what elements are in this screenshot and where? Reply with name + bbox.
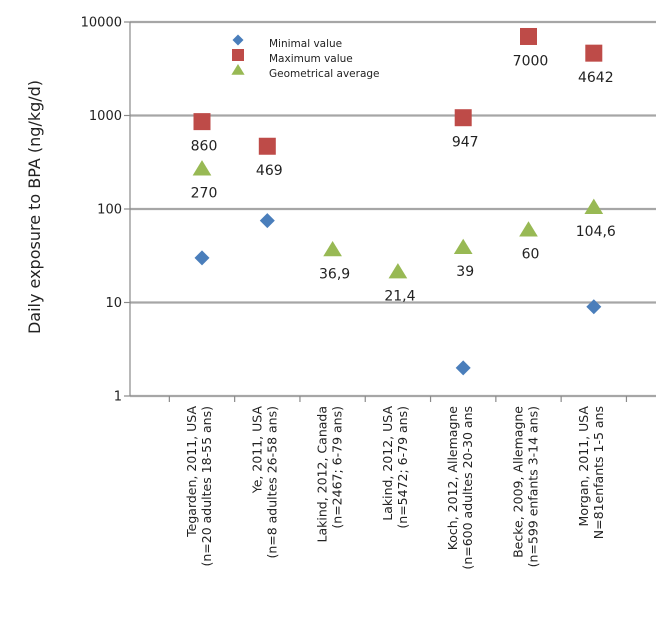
y-tick-label: 1000 [89,109,122,124]
maximum-value-data-label: 469 [256,163,283,179]
category-label: Lakind, 2012, USA (n=5472; 6-79 ans) [380,406,410,529]
geometrical-average-data-label: 36,9 [319,266,350,282]
minimal-value-point [259,213,275,229]
y-axis-title: Daily exposure to BPA (ng/kg/d) [25,80,44,334]
maximum-value-data-label: 4642 [578,70,614,86]
minimal-value-legend-icon [232,34,244,46]
data-points: 860 469 947 7000 4642 270 36,9 21,4 39 60 104,6 [191,27,616,376]
category-label-line: Tegarden, 2011, USA [184,406,199,538]
category-label: Koch, 2012, Allemagne (n=600 adultes 20-3… [445,406,475,570]
category-labels: Tegarden, 2011, USA (n=20 adultes 18-55 a… [184,406,606,570]
minimal-value-point [586,299,602,315]
maximum-value-point [585,44,603,62]
category-label-line: Lakind, 2012, USA [380,406,395,521]
maximum-value-data-label: 860 [191,139,218,155]
maximum-value-data-label: 947 [452,135,479,151]
geometrical-average-point [388,263,408,279]
maximum-value-point [520,27,537,45]
minimal-value-legend-label: Minimal value [269,38,342,50]
geometrical-average-legend-label: Geometrical average [269,68,380,80]
geometrical-average-point [453,238,473,255]
y-tick-label: 1 [114,390,122,405]
y-tick-label: 10000 [81,16,122,31]
y-axis-ticks: 1 10 100 1000 10000 [81,16,130,405]
category-label: Morgan, 2011, USA N=81enfants 1-5 ans [576,406,606,540]
category-label: Lakind, 2012, Canada (n=2467; 6-79 ans) [315,406,345,542]
geometrical-average-data-label: 270 [191,186,218,202]
category-label-line: Becke, 2009, Allemagne [511,406,526,558]
maximum-value-point [258,137,276,155]
geometrical-average-point [192,160,212,176]
maximum-value-legend-label: Maximum value [269,53,353,65]
maximum-value-point [454,109,472,127]
geometrical-average-point [323,240,342,257]
geometrical-average-legend-icon [231,64,245,75]
category-label-line: (n=2467; 6-79 ans) [330,406,345,529]
category-label-line: (n=600 adultes 20-30 ans [460,406,475,570]
geometrical-average-data-label: 39 [456,264,474,280]
category-label-line: (n=5472; 6-79 ans) [395,406,410,529]
y-tick-label: 100 [97,203,122,218]
minimal-value-point [455,360,471,376]
y-tick-label: 10 [105,296,122,311]
geometrical-average-data-label: 21,4 [384,289,415,305]
category-label-line: Ye, 2011, USA [249,406,264,495]
category-label-line: Koch, 2012, Allemagne [445,406,460,551]
category-label-line: (n=8 adultes 26-58 ans) [264,406,279,559]
x-axis [129,22,628,402]
maximum-value-point [193,113,211,131]
category-label-line: (n=599 enfants 3-14 ans) [526,406,541,567]
legend: Minimal value Maximum value Geometrical av… [231,34,380,80]
category-label-line: Morgan, 2011, USA [576,406,591,527]
geometrical-average-point [584,198,604,214]
minimal-value-point [194,250,210,266]
gridlines [130,20,656,398]
category-label-line: N=81enfants 1-5 ans [591,406,606,539]
category-label: Becke, 2009, Allemagne (n=599 enfants 3-1… [511,406,541,568]
geometrical-average-point [519,221,538,237]
category-label-line: (n=20 adultes 18-55 ans) [199,406,214,567]
category-label: Ye, 2011, USA (n=8 adultes 26-58 ans) [249,406,279,559]
geometrical-average-data-label: 104,6 [576,224,616,240]
category-label: Tegarden, 2011, USA (n=20 adultes 18-55 a… [184,406,214,567]
geometrical-average-data-label: 60 [522,247,540,263]
maximum-value-legend-icon [232,49,244,61]
category-label-line: Lakind, 2012, Canada [315,406,330,542]
maximum-value-data-label: 7000 [513,53,549,69]
